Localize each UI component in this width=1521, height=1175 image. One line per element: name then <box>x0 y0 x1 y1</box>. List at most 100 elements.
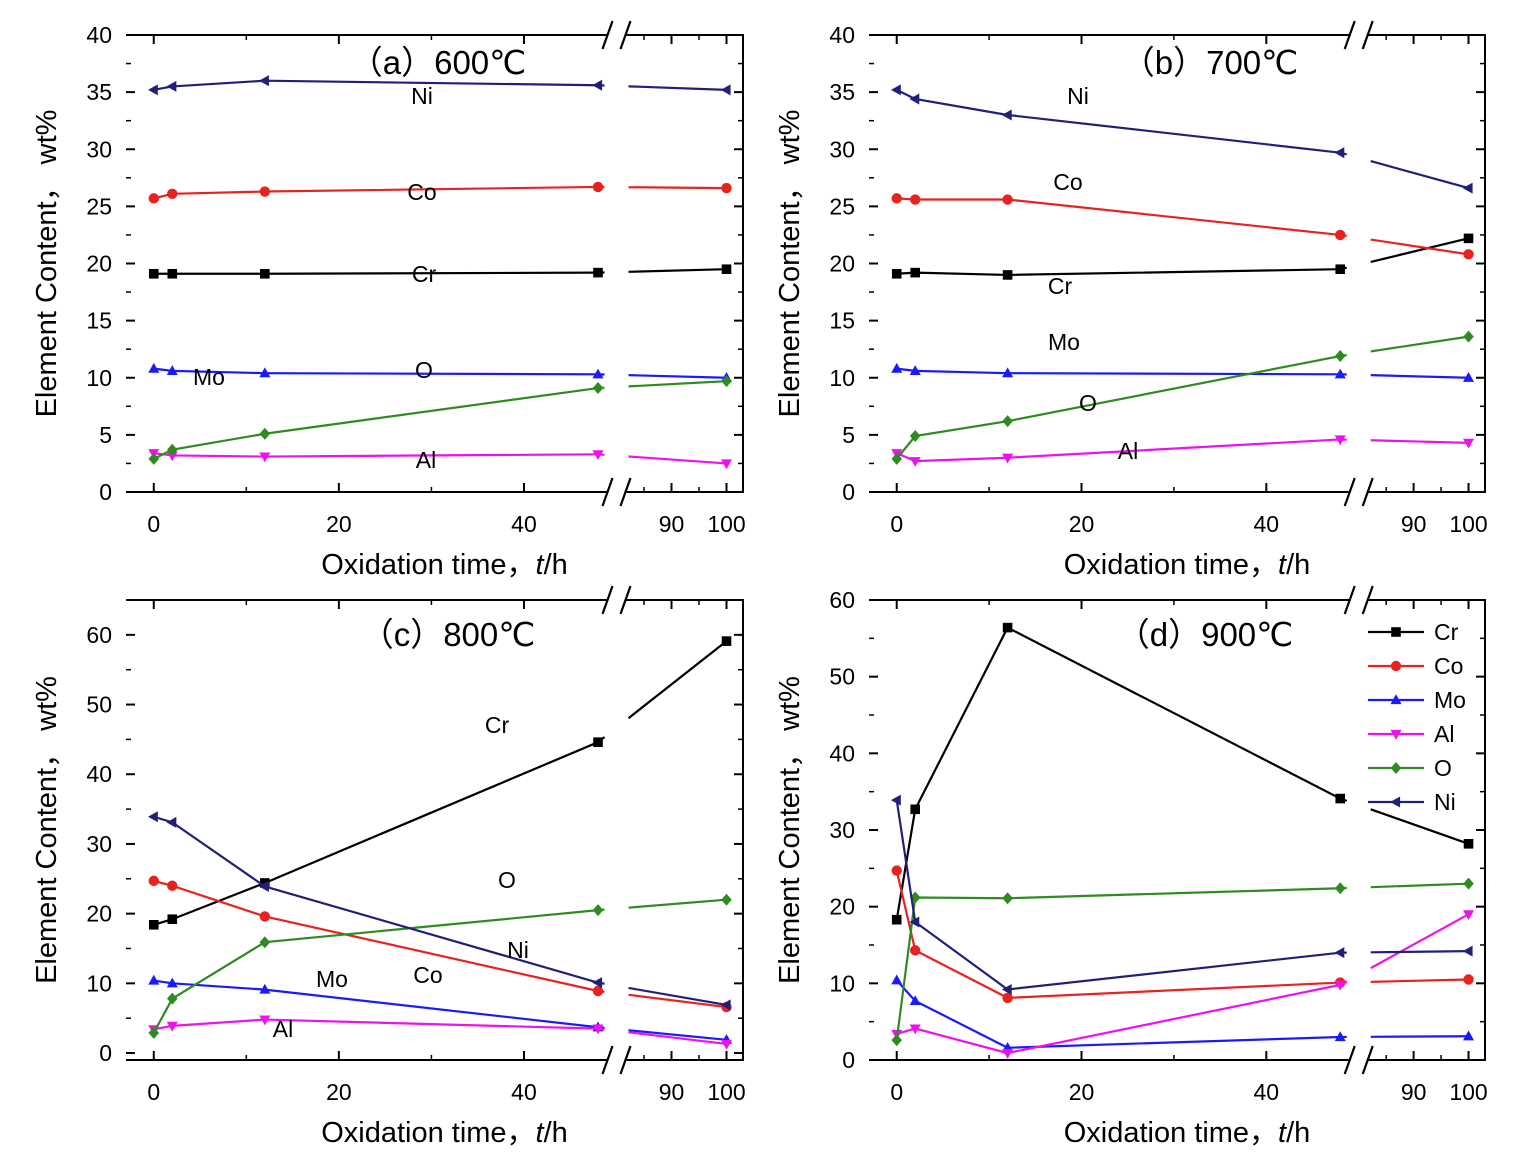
data-point-mo <box>891 974 903 985</box>
data-point-mo <box>1334 368 1346 379</box>
series-label: Co <box>407 179 436 205</box>
data-point-ni <box>1001 983 1012 995</box>
chart-panel-a: 0 5 10 15 20 25 30 35 40 0 20 40 90 100 Oxidation time… <box>31 20 746 581</box>
series-line-co <box>153 185 599 200</box>
series-label: O <box>498 867 516 893</box>
series-line-al <box>896 438 1341 463</box>
x-axis-title-var: t <box>1278 549 1288 581</box>
data-point-cr <box>910 804 920 815</box>
series-line-mo-break <box>597 1026 727 1041</box>
data-point-mo <box>891 362 903 373</box>
data-point-mo <box>1002 367 1014 378</box>
data-point-cr <box>1002 622 1013 633</box>
series-line-co-break <box>1340 978 1469 984</box>
data-point-mo <box>259 367 271 378</box>
plot-frame <box>869 34 1486 493</box>
data-point-co <box>1002 194 1013 205</box>
series-line-co <box>153 879 599 993</box>
data-point-mo <box>592 368 604 379</box>
x-axis-title-var: t <box>536 549 546 581</box>
x-tick-label: 20 <box>326 1079 352 1105</box>
data-point-o <box>1334 350 1346 363</box>
data-point-co <box>1463 249 1474 260</box>
y-tick-label: 35 <box>86 79 112 105</box>
series-al <box>891 435 1475 467</box>
y-tick-label: 20 <box>829 894 855 920</box>
series-label: Cr <box>412 261 437 287</box>
x-tick-label: 20 <box>1069 1079 1095 1105</box>
data-point-cr <box>1463 839 1474 849</box>
data-point-o <box>1002 892 1013 905</box>
series-line-cr-break <box>597 268 727 274</box>
data-point-cr <box>910 267 920 278</box>
data-point-cr <box>593 267 603 278</box>
data-point-co <box>148 193 159 204</box>
data-point-co <box>259 911 271 922</box>
x-axis-title-unit: /h <box>544 549 568 581</box>
data-point-o <box>1334 882 1346 895</box>
y-tick-label: 35 <box>829 79 855 105</box>
axis-break-mark-bottom <box>1343 477 1374 507</box>
data-point-mo <box>909 995 921 1006</box>
series-line-ni <box>895 799 1341 991</box>
x-axis-title: Oxidation time，t/h <box>1064 1117 1311 1149</box>
axis-break-mark-top <box>601 585 632 615</box>
series-label: Al <box>273 1016 293 1042</box>
axis-break-mark-bottom <box>601 1045 632 1075</box>
axis-break-mark-bottom <box>601 477 632 507</box>
series-line-o <box>895 887 1341 1041</box>
series-mo <box>891 974 1475 1052</box>
series-line-o-break <box>597 898 727 912</box>
y-tick-label: 0 <box>842 1047 855 1073</box>
legend-label-o: O <box>1434 755 1452 781</box>
y-tick-label: 5 <box>99 422 112 448</box>
y-tick-label: 10 <box>829 970 855 996</box>
series-line-mo-break <box>1340 373 1469 379</box>
data-point-ni <box>909 916 920 928</box>
y-tick-label: 30 <box>829 136 855 162</box>
data-point-cr <box>1335 793 1346 804</box>
data-point-ni <box>890 794 901 806</box>
y-tick-label: 15 <box>86 308 112 334</box>
y-tick-label: 50 <box>86 692 112 718</box>
x-tick-label: 100 <box>707 511 745 537</box>
series-line-ni <box>153 79 599 91</box>
data-point-al <box>1002 1049 1014 1059</box>
data-point-ni <box>720 84 731 96</box>
data-point-co <box>592 181 604 193</box>
series-line-cr <box>153 271 599 275</box>
x-tick-label: 0 <box>147 1079 160 1105</box>
data-point-ni <box>592 79 603 91</box>
series-line-mo <box>895 979 1341 1049</box>
legend-label-cr: Cr <box>1434 619 1459 645</box>
legend-label-al: Al <box>1434 721 1454 747</box>
x-tick-label: 0 <box>890 511 903 537</box>
data-point-co <box>1335 229 1346 241</box>
y-axis-title: Element Content， wt% <box>31 676 63 984</box>
series-o <box>891 877 1474 1047</box>
data-point-o <box>259 427 271 440</box>
data-point-al <box>259 452 271 463</box>
series-cr <box>148 264 732 279</box>
data-point-al <box>259 1015 271 1026</box>
data-point-mo <box>1334 1031 1346 1042</box>
y-tick-label: 40 <box>86 22 112 48</box>
legend-marker-mo <box>1390 694 1402 705</box>
y-tick-label: 15 <box>829 308 855 334</box>
series-label: Cr <box>485 712 510 738</box>
series-mo <box>148 362 733 382</box>
series-ni <box>890 84 1473 194</box>
legend-marker-al <box>1390 729 1402 740</box>
series-ni <box>148 811 731 1011</box>
data-point-ni <box>1462 182 1473 194</box>
series-line-co <box>895 870 1341 1000</box>
x-tick-label: 40 <box>1254 1079 1280 1105</box>
series-line-al-break <box>597 453 727 465</box>
x-tick-label: 100 <box>1449 511 1487 537</box>
series-line-o-break <box>597 380 727 390</box>
y-tick-label: 40 <box>829 22 855 48</box>
x-axis-title: Oxidation time，t/h <box>321 549 568 581</box>
series-line-cr <box>895 626 1341 920</box>
y-tick-label: 5 <box>842 422 855 448</box>
